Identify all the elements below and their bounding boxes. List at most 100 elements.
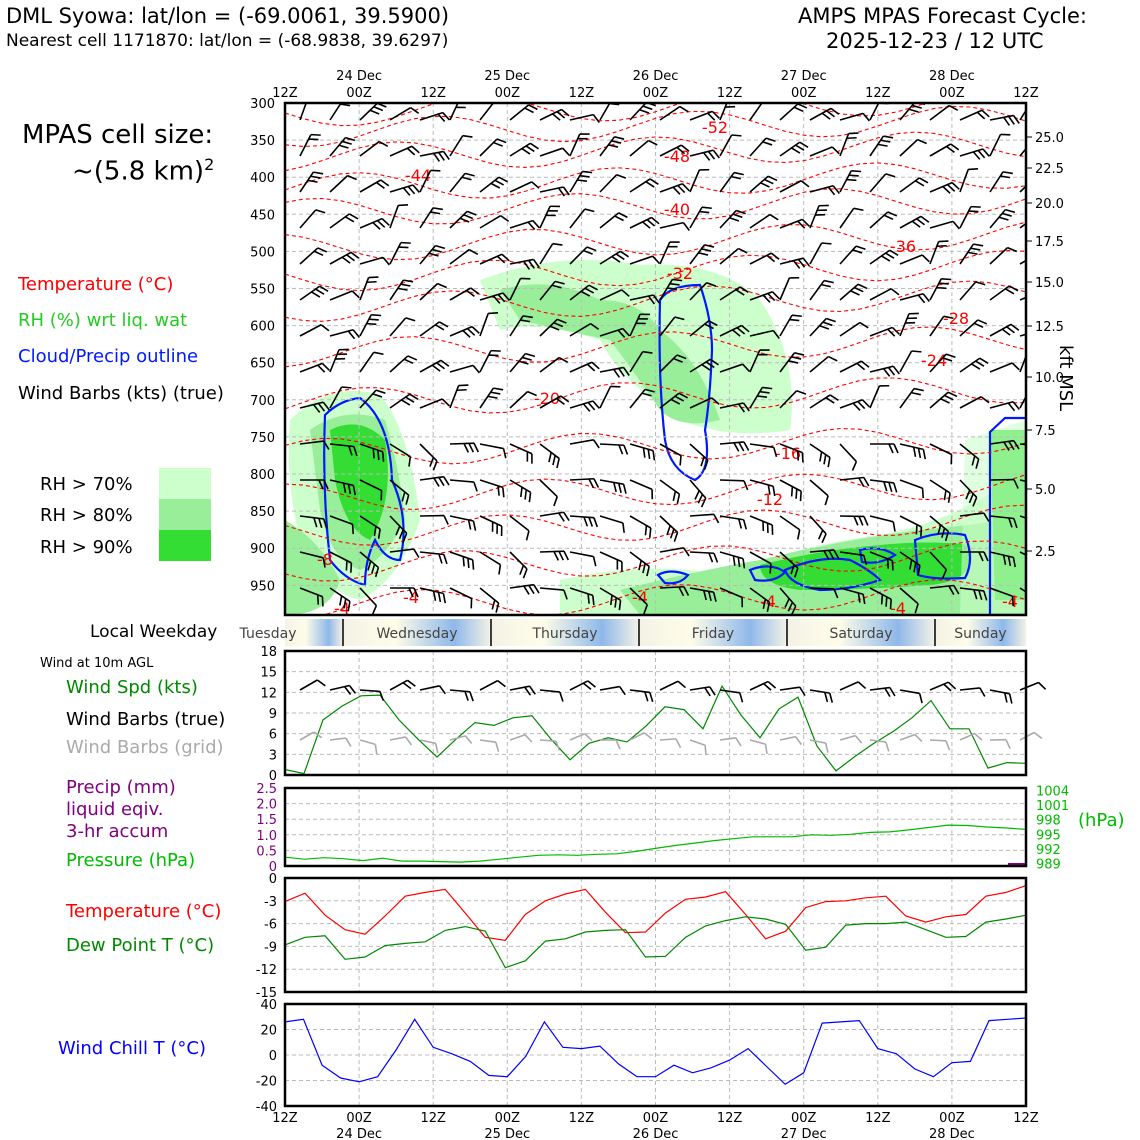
barb-flag [882, 368, 891, 377]
barb-flag [796, 389, 807, 395]
barb-flag [950, 454, 953, 465]
barb-staff [929, 143, 952, 157]
barb-staff [749, 175, 769, 193]
barb-flag [313, 171, 324, 175]
barb-flag [968, 493, 974, 504]
barb-flag [891, 326, 900, 335]
barb-flag [945, 353, 956, 358]
wind-barb [659, 354, 687, 373]
wind-barb [719, 402, 750, 413]
legend-rh70: RH > 70% [40, 474, 133, 495]
barb-staff [899, 388, 915, 409]
wind-barb [539, 280, 565, 301]
barb-flag [490, 349, 501, 352]
barb-staff [629, 255, 653, 265]
wind-barb [839, 399, 870, 411]
barb-staff [749, 291, 773, 301]
barb-staff [419, 207, 434, 229]
barb-flag [322, 557, 326, 568]
barb-flag [909, 559, 913, 570]
barb-flag [789, 318, 800, 322]
barb-flag [853, 515, 859, 526]
barb-flag [977, 319, 988, 325]
top-time-tick: 00Z [939, 86, 965, 101]
barb-staff [689, 110, 713, 121]
barb-staff [359, 277, 370, 301]
barb-flag [502, 448, 507, 459]
barb-flag [975, 458, 980, 469]
wind-barb [569, 439, 600, 449]
wind-barb [989, 362, 1020, 373]
wind-barb [689, 244, 715, 265]
barb-flag [525, 530, 530, 541]
barb-staff [689, 169, 701, 193]
wind-barb [1019, 349, 1026, 373]
barb-flag [795, 736, 803, 746]
barb-flag [704, 459, 709, 470]
barb-flag [732, 555, 736, 566]
barb-flag [713, 513, 720, 524]
barb-flag [488, 354, 499, 357]
wind-barb [1019, 174, 1026, 193]
panel-frame [283, 649, 1028, 777]
barb-staff [449, 442, 475, 445]
barb-flag [784, 598, 790, 608]
barb-flag [1041, 250, 1049, 260]
barb-flag [308, 138, 319, 141]
wind-barb [479, 443, 507, 459]
barb-staff [359, 443, 383, 453]
barb-flag [974, 732, 983, 741]
surface-wind-barb-grid [389, 736, 413, 746]
barb-flag [618, 600, 622, 611]
wind-barb [329, 290, 360, 301]
legend-wind-barbs-true: Wind Barbs (true) [66, 709, 226, 730]
wind-barb [419, 282, 447, 301]
top-time-tick: 00Z [791, 86, 817, 101]
barb-flag [436, 362, 445, 370]
wind-barb [359, 179, 390, 193]
barb-flag [701, 363, 711, 371]
barb-staff [389, 479, 410, 496]
barb-flag [887, 328, 896, 337]
barb-flag [344, 216, 355, 223]
surface-wind-barb-true [929, 681, 957, 692]
barb-flag [830, 107, 840, 115]
wind-barb [599, 515, 625, 533]
barb-flag [860, 360, 870, 368]
wind-barb [509, 551, 528, 579]
barb-staff [509, 551, 528, 570]
barb-flag [1013, 479, 1019, 489]
surface-wind-barb-grid [569, 733, 593, 742]
wind-10m-label: Wind at 10m AGL [40, 656, 154, 671]
barb-flag [373, 351, 384, 356]
barb-flag [760, 182, 770, 188]
local-weekday-label: Local Weekday [90, 622, 218, 642]
barb-staff [479, 443, 504, 450]
barb-staff [659, 183, 683, 193]
barb-staff [449, 385, 460, 409]
barb-flag [617, 483, 622, 494]
panel-y-tick: -20 [256, 1075, 277, 1090]
barb-staff [599, 250, 621, 265]
barb-flag [797, 258, 806, 268]
surface-wind-barb-grid [839, 734, 863, 744]
barb-staff [569, 551, 594, 558]
barb-flag [372, 221, 381, 230]
barb-staff [959, 148, 984, 157]
barb-flag [944, 531, 950, 542]
barb-flag [766, 601, 771, 612]
wind-barb [719, 587, 744, 608]
wind-barb [539, 395, 570, 409]
panel-y-tick: 12 [260, 686, 277, 701]
wind-barb [1019, 551, 1026, 564]
barb-staff [809, 242, 823, 265]
barb-flag [937, 524, 942, 535]
barb-flag [857, 283, 868, 290]
barb-flag [615, 739, 621, 750]
wind-barb [329, 213, 359, 229]
barb-flag [948, 585, 955, 595]
barb-staff [689, 149, 714, 157]
barb-flag [377, 528, 381, 539]
barb-flag [619, 250, 629, 258]
barb-flag [699, 168, 710, 171]
